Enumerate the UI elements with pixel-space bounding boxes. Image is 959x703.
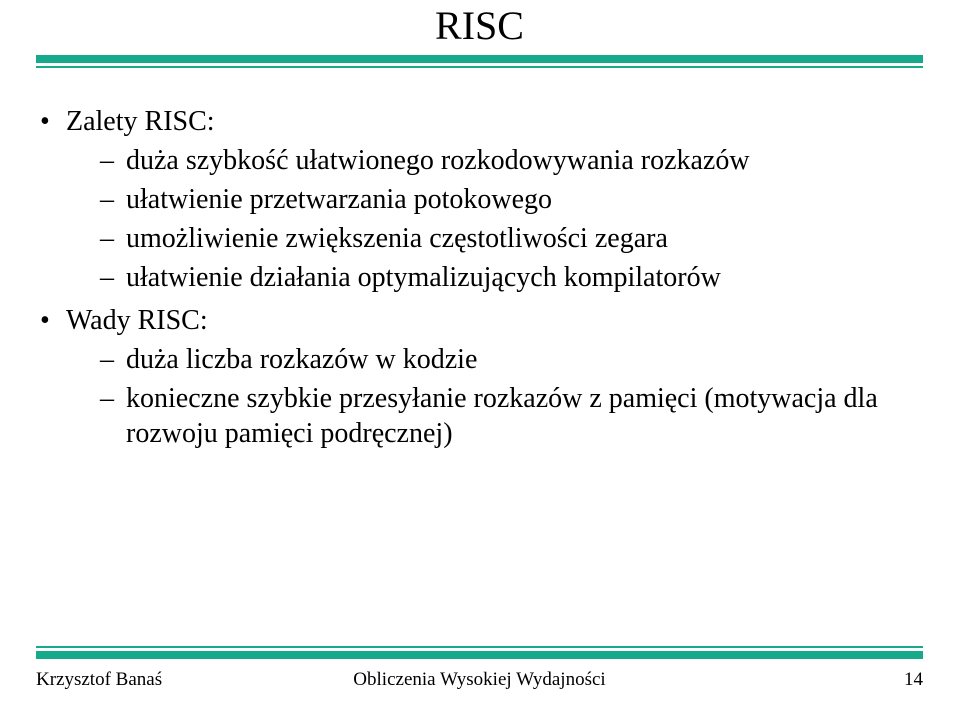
footer-page-number: 14 <box>904 669 923 691</box>
content-area: Zalety RISC: duża szybkość ułatwionego r… <box>0 68 959 451</box>
list-item-label: ułatwienie przetwarzania potokowego <box>126 184 552 215</box>
list-item: konieczne szybkie przesyłanie rozkazów z… <box>100 381 921 451</box>
list-item: ułatwienie przetwarzania potokowego <box>100 182 921 217</box>
sublist: duża szybkość ułatwionego rozkodowywania… <box>66 143 921 295</box>
list-item: ułatwienie działania optymalizujących ko… <box>100 260 921 295</box>
list-item: Wady RISC: duża liczba rozkazów w kodzie… <box>38 303 921 451</box>
list-item: duża szybkość ułatwionego rozkodowywania… <box>100 143 921 178</box>
list-item-label: Zalety RISC: <box>66 106 215 137</box>
bottom-rule-thick <box>36 651 923 659</box>
footer-author: Krzysztof Banaś <box>36 669 162 691</box>
bottom-rule-thin <box>36 646 923 648</box>
bullet-list: Zalety RISC: duża szybkość ułatwionego r… <box>38 104 921 451</box>
list-item-label: umożliwienie zwiększenia częstotliwości … <box>126 223 668 254</box>
list-item-label: konieczne szybkie przesyłanie rozkazów z… <box>126 383 878 449</box>
bottom-rule <box>36 646 923 659</box>
slide: RISC Zalety RISC: duża szybkość ułatwion… <box>0 0 959 703</box>
top-rule-thick <box>36 55 923 63</box>
footer: Krzysztof Banaś Obliczenia Wysokiej Wyda… <box>36 669 923 691</box>
footer-title: Obliczenia Wysokiej Wydajności <box>36 669 923 691</box>
list-item: Zalety RISC: duża szybkość ułatwionego r… <box>38 104 921 295</box>
top-rule <box>36 55 923 68</box>
list-item-label: duża szybkość ułatwionego rozkodowywania… <box>126 145 750 176</box>
list-item-label: ułatwienie działania optymalizujących ko… <box>126 262 721 293</box>
slide-title: RISC <box>0 0 959 55</box>
list-item: umożliwienie zwiększenia częstotliwości … <box>100 221 921 256</box>
list-item-label: duża liczba rozkazów w kodzie <box>126 344 477 375</box>
sublist: duża liczba rozkazów w kodzie konieczne … <box>66 342 921 451</box>
list-item: duża liczba rozkazów w kodzie <box>100 342 921 377</box>
list-item-label: Wady RISC: <box>66 305 208 336</box>
